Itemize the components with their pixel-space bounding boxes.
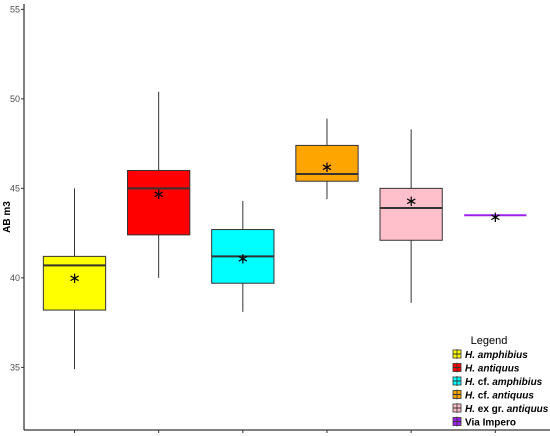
mean-marker: ∗: [405, 192, 418, 210]
legend: Legend H. amphibius H. antiquus H. cf. amp…: [452, 335, 549, 429]
y-tick-label: 55: [10, 4, 20, 14]
legend-key: [452, 403, 462, 413]
y-tick-label: 40: [10, 273, 20, 283]
y-tick-label: 35: [10, 362, 20, 372]
box-group: ∗: [379, 129, 443, 303]
legend-entry-label: H. amphibius: [465, 350, 528, 361]
box-group: ∗: [464, 208, 527, 226]
mean-marker: ∗: [152, 185, 165, 203]
y-axis-title: AB m3: [2, 201, 13, 233]
box: [127, 169, 191, 236]
x-axis: [24, 429, 550, 433]
legend-title: Legend: [471, 335, 508, 347]
legend-entry-label: H. ex gr. antiquus: [465, 404, 549, 415]
mean-marker: ∗: [489, 208, 502, 226]
mean-marker: ∗: [237, 249, 250, 267]
legend-key: [452, 389, 462, 400]
box-group: ∗: [211, 200, 275, 312]
box: [295, 144, 359, 182]
box-group: ∗: [42, 188, 107, 370]
box: [379, 187, 443, 241]
box-group: ∗: [295, 118, 359, 200]
box-group: ∗: [127, 91, 191, 278]
mean-marker: ∗: [68, 269, 81, 287]
legend-key: [452, 362, 462, 373]
legend-entry-label: H. antiquus: [465, 364, 520, 375]
legend-entry-label: Via Impero: [465, 418, 516, 429]
legend-key: [452, 416, 462, 427]
legend-key: [452, 376, 462, 386]
boxes: ∗ ∗ ∗ ∗ ∗ ∗: [42, 91, 527, 370]
legend-entry-label: H. cf. amphibius: [465, 377, 543, 388]
y-tick-label: 45: [10, 183, 20, 193]
legend-key: [452, 349, 462, 359]
y-tick-label: 50: [10, 94, 20, 104]
mean-marker: ∗: [321, 158, 334, 176]
legend-entry-label: H. cf. antiquus: [465, 391, 534, 402]
y-axis: 35 40 45 50 55: [10, 4, 25, 430]
